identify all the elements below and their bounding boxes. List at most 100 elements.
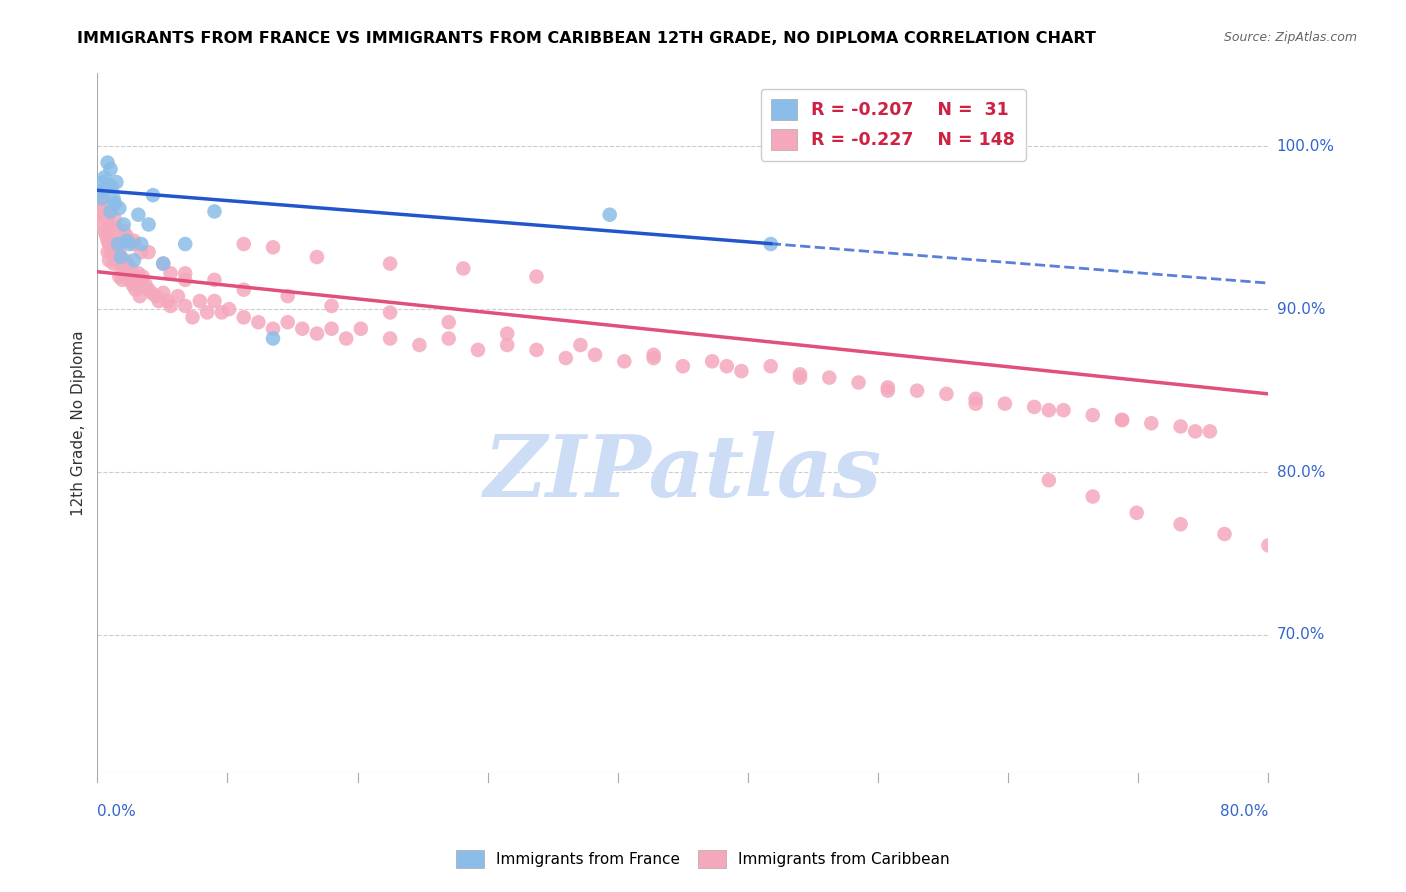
Point	[97, 155, 120, 169]
Point	[174, 237, 197, 252]
Point	[105, 234, 128, 248]
Point	[105, 175, 128, 189]
Point	[453, 261, 475, 276]
Point	[141, 285, 163, 300]
Point	[104, 250, 127, 264]
Point	[408, 338, 430, 352]
Point	[335, 331, 357, 345]
Y-axis label: 12th Grade, No Diploma: 12th Grade, No Diploma	[72, 330, 86, 516]
Point	[496, 338, 519, 352]
Point	[90, 204, 112, 219]
Point	[583, 348, 606, 362]
Point	[848, 376, 870, 390]
Point	[118, 273, 141, 287]
Point	[117, 266, 139, 280]
Point	[89, 196, 111, 211]
Point	[350, 322, 373, 336]
Legend: Immigrants from France, Immigrants from Caribbean: Immigrants from France, Immigrants from …	[450, 844, 956, 873]
Point	[90, 191, 112, 205]
Text: 0.0%: 0.0%	[97, 804, 136, 819]
Point	[138, 218, 160, 232]
Point	[759, 237, 782, 252]
Point	[105, 220, 128, 235]
Point	[111, 273, 134, 287]
Point	[1184, 425, 1206, 439]
Point	[104, 196, 127, 211]
Point	[108, 269, 131, 284]
Point	[98, 237, 121, 252]
Point	[129, 273, 152, 287]
Point	[467, 343, 489, 357]
Text: 100.0%: 100.0%	[1277, 139, 1334, 153]
Point	[91, 191, 114, 205]
Point	[218, 302, 240, 317]
Point	[569, 338, 592, 352]
Point	[789, 370, 811, 384]
Point	[129, 245, 152, 260]
Point	[876, 380, 898, 394]
Text: IMMIGRANTS FROM FRANCE VS IMMIGRANTS FROM CARIBBEAN 12TH GRADE, NO DIPLOMA CORRE: IMMIGRANTS FROM FRANCE VS IMMIGRANTS FRO…	[77, 31, 1097, 46]
Point	[89, 185, 111, 199]
Point	[121, 277, 143, 292]
Point	[125, 273, 148, 287]
Point	[935, 387, 957, 401]
Point	[145, 289, 167, 303]
Point	[789, 368, 811, 382]
Point	[142, 188, 165, 202]
Point	[247, 315, 270, 329]
Point	[204, 273, 226, 287]
Point	[1024, 400, 1046, 414]
Point	[97, 180, 120, 194]
Point	[321, 299, 343, 313]
Point	[232, 310, 254, 325]
Point	[97, 245, 120, 260]
Point	[262, 322, 284, 336]
Point	[98, 253, 121, 268]
Point	[378, 331, 401, 345]
Point	[1170, 419, 1192, 434]
Point	[526, 269, 548, 284]
Point	[1257, 538, 1279, 552]
Point	[174, 273, 197, 287]
Point	[378, 256, 401, 270]
Point	[167, 289, 190, 303]
Point	[305, 250, 328, 264]
Point	[112, 218, 135, 232]
Point	[90, 208, 112, 222]
Point	[122, 269, 145, 284]
Point	[115, 234, 138, 248]
Point	[104, 212, 127, 227]
Text: 70.0%: 70.0%	[1277, 627, 1324, 642]
Text: Source: ZipAtlas.com: Source: ZipAtlas.com	[1223, 31, 1357, 45]
Point	[181, 310, 204, 325]
Point	[232, 283, 254, 297]
Point	[1081, 490, 1104, 504]
Point	[112, 224, 135, 238]
Point	[89, 188, 111, 202]
Point	[1052, 403, 1074, 417]
Point	[195, 305, 218, 319]
Point	[110, 250, 132, 264]
Point	[103, 240, 125, 254]
Point	[1038, 473, 1060, 487]
Point	[122, 237, 145, 252]
Point	[291, 322, 314, 336]
Point	[156, 293, 179, 308]
Point	[112, 261, 135, 276]
Point	[128, 289, 150, 303]
Point	[759, 359, 782, 374]
Point	[118, 237, 141, 252]
Point	[1170, 517, 1192, 532]
Point	[115, 269, 138, 284]
Point	[124, 283, 146, 297]
Point	[716, 359, 738, 374]
Point	[643, 351, 665, 365]
Point	[1038, 403, 1060, 417]
Text: 90.0%: 90.0%	[1277, 301, 1326, 317]
Point	[554, 351, 576, 365]
Point	[159, 299, 181, 313]
Point	[138, 245, 160, 260]
Point	[93, 204, 115, 219]
Point	[91, 175, 114, 189]
Point	[93, 224, 115, 238]
